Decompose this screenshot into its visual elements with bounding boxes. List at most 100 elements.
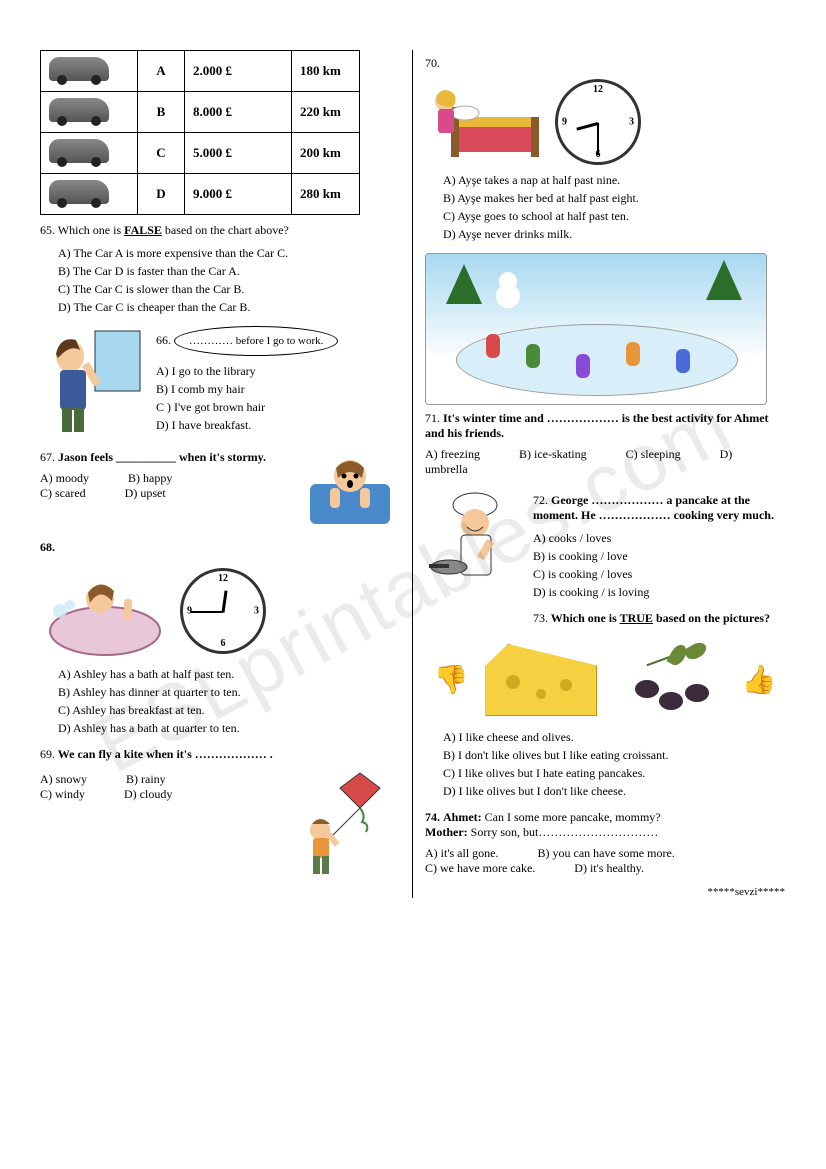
- table-row: C 5.000 £ 200 km: [41, 133, 360, 174]
- q74-mother: Mother:: [425, 825, 468, 839]
- q71-opt-b: ice-skating: [534, 447, 587, 461]
- q68: 68.: [40, 540, 400, 555]
- q67-opt-d: upset: [140, 486, 165, 500]
- q65-text-post: based on the chart above?: [162, 223, 289, 237]
- q74: 74. Ahmet: Can I some more pancake, momm…: [425, 810, 785, 840]
- q72: 72. George ……………… a pancake at the momen…: [533, 493, 785, 523]
- q69-text: We can fly a kite when it's ……………… .: [58, 747, 273, 761]
- q72-text: George ……………… a pancake at the moment. H…: [533, 493, 774, 522]
- q68-opt-a: Ashley has a bath at half past ten.: [73, 667, 234, 681]
- q72-opt-b: is cooking / love: [548, 549, 628, 563]
- winter-ice-skating-image: [425, 253, 767, 405]
- q71-text: It's winter time and ……………… is the best …: [425, 411, 769, 440]
- q73-opt-c: I like olives but I hate eating pancakes…: [458, 766, 645, 780]
- q66-num: 66.: [156, 333, 171, 347]
- q73: 73. Which one is TRUE based on the pictu…: [533, 611, 785, 626]
- q69-num: 69.: [40, 747, 55, 761]
- q70-num: 70.: [425, 56, 440, 70]
- q65-opt-d: The Car C is cheaper than the Car B.: [73, 300, 250, 314]
- q69-opt-b: rainy: [141, 772, 166, 786]
- q65: 65. Which one is FALSE based on the char…: [40, 223, 400, 238]
- q71: 71. It's winter time and ……………… is the b…: [425, 411, 785, 441]
- q68-opt-d: Ashley has a bath at quarter to ten.: [73, 721, 240, 735]
- q73-opt-b: I don't like olives but I like eating cr…: [458, 748, 668, 762]
- car-label: D: [138, 174, 185, 215]
- q73-opts: A) I like cheese and olives. B) I don't …: [443, 728, 785, 800]
- q69-opt-a: snowy: [56, 772, 87, 786]
- q74-line2: Sorry son, but…………………………: [471, 825, 659, 839]
- car-speed: 180 km: [292, 51, 360, 92]
- left-column: A 2.000 £ 180 km B 8.000 £ 220 km C 5.00…: [40, 50, 400, 898]
- q66-speech-bubble: ………… before I go to work.: [174, 326, 338, 356]
- q65-num: 65.: [40, 223, 55, 237]
- thumbs-up-icon: 👍: [742, 663, 777, 697]
- car-price: 8.000 £: [185, 92, 292, 133]
- column-divider: [412, 50, 413, 898]
- q74-opts: A) it's all gone. B) you can have some m…: [425, 846, 785, 876]
- chef-cooking-image: [425, 487, 525, 607]
- girl-bath-image: [40, 561, 170, 661]
- q65-opt-c: The Car C is slower than the Car B.: [73, 282, 245, 296]
- q67-opt-a: moody: [56, 471, 89, 485]
- q67-post: when it's stormy.: [176, 450, 266, 464]
- q68-opt-b: Ashley has dinner at quarter to ten.: [72, 685, 240, 699]
- olives-image: [615, 640, 725, 720]
- scared-boy-image: [300, 444, 400, 534]
- q65-opt-b: The Car D is faster than the Car A.: [73, 264, 240, 278]
- q71-num: 71.: [425, 411, 440, 425]
- q66-opt-b: I comb my hair: [171, 382, 245, 396]
- q65-opts: A) The Car A is more expensive than the …: [58, 244, 400, 316]
- q70-opt-d: Ayşe never drinks milk.: [458, 227, 572, 241]
- q73-opt-a: I like cheese and olives.: [459, 730, 574, 744]
- table-row: A 2.000 £ 180 km: [41, 51, 360, 92]
- q67-pre: Jason feels: [58, 450, 116, 464]
- q70-opt-c: Ayşe goes to school at half past ten.: [457, 209, 629, 223]
- car-speed: 220 km: [292, 92, 360, 133]
- car-icon: [49, 180, 109, 204]
- q72-opt-c: is cooking / loves: [548, 567, 632, 581]
- q66-opts: A) I go to the library B) I comb my hair…: [156, 362, 338, 434]
- q70-opt-b: Ayşe makes her bed at half past eight.: [457, 191, 639, 205]
- q74-ahmet: Ahmet:: [443, 810, 482, 824]
- car-icon: [49, 98, 109, 122]
- q67: 67. Jason feels __________ when it's sto…: [40, 450, 300, 465]
- boy-kite-image: [280, 768, 400, 878]
- footer-credit: *****sevzi*****: [425, 886, 785, 898]
- q69-opt-c: windy: [55, 787, 85, 801]
- q66-opt-d: I have breakfast.: [172, 418, 252, 432]
- q68-num: 68.: [40, 540, 55, 554]
- q74-line1: Can I some more pancake, mommy?: [485, 810, 661, 824]
- car-speed: 200 km: [292, 133, 360, 174]
- q65-opt-a: The Car A is more expensive than the Car…: [73, 246, 288, 260]
- q67-num: 67.: [40, 450, 55, 464]
- table-row: B 8.000 £ 220 km: [41, 92, 360, 133]
- q68-opt-c: Ashley has breakfast at ten.: [72, 703, 204, 717]
- car-price: 5.000 £: [185, 133, 292, 174]
- q73-num: 73.: [533, 611, 548, 625]
- table-row: D 9.000 £ 280 km: [41, 174, 360, 215]
- thumbs-down-icon: 👎: [434, 663, 469, 697]
- q74-opt-a: it's all gone.: [441, 846, 499, 860]
- q72-opt-d: is cooking / is loving: [549, 585, 650, 599]
- q72-num: 72.: [533, 493, 548, 507]
- car-icon: [49, 57, 109, 81]
- q69-opts: A) snowy B) rainy C) windy D) cloudy: [40, 772, 280, 868]
- q71-opt-a: freezing: [441, 447, 480, 461]
- q74-opt-d: it's healthy.: [590, 861, 644, 875]
- q66-row: 66. ………… before I go to work. A) I go to…: [40, 326, 400, 444]
- car-icon: [49, 139, 109, 163]
- clock-945-icon: 12 3 6 9: [180, 568, 266, 654]
- q73-pre: Which one is: [551, 611, 620, 625]
- worksheet-page: A 2.000 £ 180 km B 8.000 £ 220 km C 5.00…: [0, 0, 826, 948]
- q65-false: FALSE: [124, 223, 162, 237]
- q67-opts: A) moody B) happy C) scared D) upset: [40, 471, 300, 501]
- q73-true: TRUE: [620, 611, 653, 625]
- q68-opts: A) Ashley has a bath at half past ten. B…: [58, 665, 400, 737]
- q66-opt-c: I've got brown hair: [174, 400, 265, 414]
- right-column: 70. 12 3 6 9: [425, 50, 785, 898]
- q71-opt-d: umbrella: [425, 462, 468, 476]
- q70: 70.: [425, 56, 785, 71]
- q74-opt-b: you can have some more.: [553, 846, 675, 860]
- q69: 69. We can fly a kite when it's ……………… .: [40, 747, 400, 762]
- q70-opt-a: Ayşe takes a nap at half past nine.: [458, 173, 620, 187]
